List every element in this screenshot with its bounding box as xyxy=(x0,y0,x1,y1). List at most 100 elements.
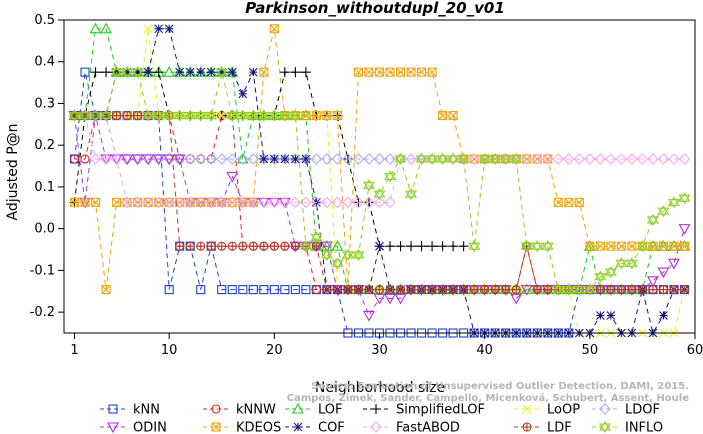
data-point xyxy=(531,240,544,253)
data-point xyxy=(69,197,80,207)
watermark-line-2: Campos, Zimek, Sander, Campello, Micenko… xyxy=(287,392,689,404)
y-tick-label: -0.2 xyxy=(30,305,55,320)
data-point xyxy=(427,67,437,77)
data-point xyxy=(142,154,155,166)
data-point xyxy=(205,196,218,209)
data-point xyxy=(552,153,565,165)
data-point xyxy=(268,196,281,209)
data-point xyxy=(163,196,175,209)
data-point xyxy=(237,196,249,209)
y-tick-label: 0.3 xyxy=(34,96,55,111)
data-point xyxy=(417,285,427,295)
legend-label: LOF xyxy=(318,403,343,418)
legend-marker xyxy=(522,422,532,432)
data-point xyxy=(375,241,384,251)
data-point xyxy=(175,241,185,251)
data-point xyxy=(259,285,269,295)
legend-marker xyxy=(293,422,303,432)
x-tick-label: 20 xyxy=(266,343,283,358)
data-point xyxy=(310,231,323,244)
data-point xyxy=(352,248,365,261)
data-point xyxy=(101,285,111,295)
data-point xyxy=(163,154,176,166)
data-point xyxy=(585,241,595,251)
x-tick-label: 1 xyxy=(70,343,78,358)
data-point xyxy=(164,24,174,34)
y-tick-label: -0.1 xyxy=(30,263,55,278)
y-tick-label: 0.1 xyxy=(34,180,55,195)
data-point xyxy=(448,285,458,295)
legend-item-simplifiedlof: SimplifiedLOF xyxy=(363,403,485,418)
data-point xyxy=(331,196,344,209)
data-point xyxy=(659,311,668,320)
data-point xyxy=(194,109,207,122)
data-point xyxy=(152,154,165,166)
data-point xyxy=(79,109,92,122)
data-point xyxy=(310,153,323,165)
data-point xyxy=(269,285,279,295)
data-point xyxy=(352,196,365,209)
y-tick-label: 0.4 xyxy=(34,55,55,70)
data-point xyxy=(616,285,626,295)
data-point xyxy=(648,241,658,251)
data-point xyxy=(215,153,228,165)
legend-label: ODIN xyxy=(133,421,167,434)
legend-item-ldof: LDOF xyxy=(592,403,660,418)
data-point xyxy=(417,67,427,77)
data-point xyxy=(405,187,418,201)
data-point xyxy=(573,283,586,296)
data-point xyxy=(468,153,480,165)
data-point xyxy=(269,241,279,251)
x-tick-label: 50 xyxy=(582,343,599,358)
legend-marker xyxy=(599,403,611,415)
legend-label: kNN xyxy=(133,403,160,418)
data-point xyxy=(385,67,395,77)
legend-label: INFLO xyxy=(625,421,663,434)
data-point xyxy=(206,67,216,77)
legend-marker xyxy=(211,422,221,432)
data-point xyxy=(121,154,134,166)
data-point xyxy=(290,154,300,164)
data-point xyxy=(236,152,249,164)
data-point xyxy=(196,67,206,77)
series-inflo xyxy=(68,66,691,296)
legend-marker xyxy=(107,422,119,434)
data-point xyxy=(657,153,670,165)
data-point xyxy=(185,67,195,77)
data-point xyxy=(280,285,290,295)
data-point xyxy=(217,285,227,295)
data-point xyxy=(573,153,586,165)
data-point xyxy=(248,67,258,77)
data-point xyxy=(448,241,459,252)
data-point xyxy=(510,152,523,166)
x-tick-label: 60 xyxy=(687,343,703,358)
watermark-line-1: Source: Evaluation of Unsupervised Outli… xyxy=(311,381,689,392)
data-point xyxy=(415,152,428,166)
data-point xyxy=(625,257,638,270)
data-point xyxy=(657,267,670,279)
data-point xyxy=(311,285,321,295)
data-point xyxy=(668,258,680,270)
data-point xyxy=(153,67,164,78)
data-point xyxy=(279,153,291,165)
data-point xyxy=(595,311,605,320)
data-point xyxy=(459,285,469,295)
data-point xyxy=(552,283,565,296)
legend-label: COF xyxy=(318,421,345,434)
data-point xyxy=(101,67,112,78)
data-point xyxy=(342,196,354,209)
data-point xyxy=(91,197,101,207)
data-point xyxy=(594,270,607,283)
data-point xyxy=(437,241,448,252)
chart-title: Parkinson_withoutdupl_20_v01 xyxy=(245,0,505,17)
legend-marker xyxy=(599,420,611,434)
data-point xyxy=(268,109,281,122)
data-point xyxy=(257,109,270,122)
data-point xyxy=(100,153,112,165)
data-point xyxy=(584,153,596,165)
data-point xyxy=(490,285,500,295)
y-tick-label: 0.0 xyxy=(34,222,55,237)
data-point xyxy=(353,285,364,295)
data-point xyxy=(320,248,333,261)
x-axis-label: Neighborhood size xyxy=(315,380,445,396)
